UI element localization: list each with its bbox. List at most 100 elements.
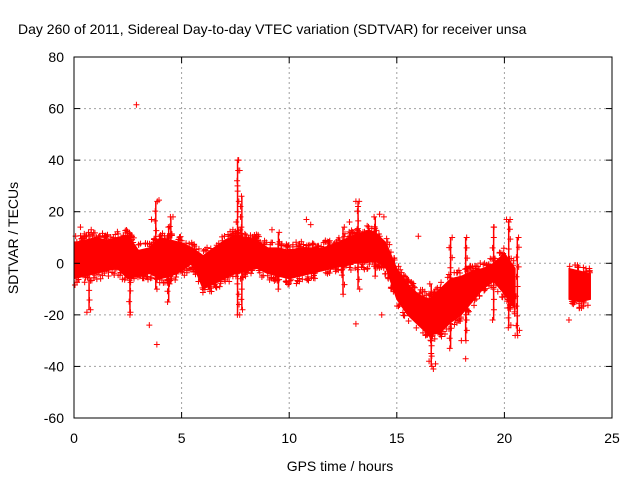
data-point — [386, 241, 393, 248]
data-point — [505, 324, 512, 331]
data-point — [311, 270, 318, 277]
data-point — [126, 277, 133, 284]
data-point — [87, 306, 94, 313]
data-point — [287, 277, 294, 284]
data-point — [212, 283, 219, 290]
data-point — [137, 240, 144, 247]
data-point — [237, 265, 244, 272]
data-point — [195, 245, 202, 252]
data-point — [195, 278, 202, 285]
data-point — [276, 229, 283, 236]
data-point — [105, 268, 112, 275]
data-point — [338, 252, 345, 259]
y-tick-label: 60 — [48, 101, 64, 117]
data-point — [515, 234, 522, 241]
outlier-point — [235, 157, 242, 164]
data-point — [413, 324, 420, 331]
outlier-point — [415, 233, 422, 240]
data-point — [172, 273, 179, 280]
data-point — [350, 229, 357, 236]
data-point — [190, 266, 197, 273]
data-point — [126, 298, 133, 305]
data-band-segment — [202, 246, 215, 290]
data-point — [428, 353, 435, 360]
outlier-point — [236, 311, 243, 318]
data-point — [293, 239, 300, 246]
data-point — [96, 232, 103, 239]
data-point — [354, 266, 361, 273]
data-point — [99, 272, 106, 279]
data-point — [237, 244, 244, 251]
data-point — [431, 335, 438, 342]
data-point — [427, 291, 434, 298]
data-point — [117, 269, 124, 276]
data-point — [338, 272, 345, 279]
data-point — [334, 236, 341, 243]
outlier-point — [169, 213, 176, 220]
data-point — [505, 245, 512, 252]
data-point — [126, 255, 133, 262]
data-point — [401, 312, 408, 319]
data-point — [91, 272, 98, 279]
data-point — [510, 262, 517, 269]
data-point — [505, 265, 512, 272]
data-point — [463, 296, 470, 303]
data-point — [156, 233, 163, 240]
data-point — [95, 271, 102, 278]
data-point — [309, 240, 316, 247]
data-point — [453, 319, 460, 326]
data-point — [257, 239, 264, 246]
data-point — [192, 271, 199, 278]
data-point — [438, 279, 445, 286]
outlier-point — [378, 311, 385, 318]
data-point — [234, 177, 241, 184]
data-point — [123, 226, 130, 233]
data-point — [172, 276, 179, 283]
data-point — [225, 231, 232, 238]
data-point — [447, 264, 454, 271]
data-point — [378, 263, 385, 270]
data-point — [297, 243, 304, 250]
data-point — [89, 233, 96, 240]
data-point — [237, 255, 244, 262]
data-point — [471, 302, 478, 309]
data-point — [346, 264, 353, 271]
data-point — [448, 325, 455, 332]
data-point — [87, 277, 94, 284]
data-point — [500, 245, 507, 252]
data-point — [213, 284, 220, 291]
outlier-point — [428, 350, 435, 357]
data-point — [164, 298, 171, 305]
data-point — [234, 208, 241, 215]
data-point — [428, 301, 435, 308]
data-point — [112, 266, 119, 273]
outlier-point — [303, 216, 310, 223]
data-point — [490, 286, 497, 293]
data-point — [234, 229, 241, 236]
data-point — [514, 283, 521, 290]
outlier-point — [507, 322, 514, 329]
data-point — [86, 239, 93, 246]
data-point — [354, 208, 361, 215]
data-point — [426, 311, 433, 318]
data-point — [449, 254, 456, 261]
data-point — [126, 229, 133, 236]
outlier-point — [236, 167, 243, 174]
data-point — [584, 302, 591, 309]
outlier-point — [516, 327, 523, 334]
data-point — [165, 266, 172, 273]
data-point — [383, 235, 390, 242]
data-point — [144, 273, 151, 280]
data-point — [391, 256, 398, 263]
data-point — [490, 306, 497, 313]
data-point — [489, 265, 496, 272]
data-point — [448, 294, 455, 301]
data-point — [569, 300, 576, 307]
data-point — [153, 266, 160, 273]
data-point — [498, 293, 505, 300]
data-point — [275, 267, 282, 274]
data-point — [504, 285, 511, 292]
data-point — [140, 274, 147, 281]
data-point — [513, 322, 520, 329]
data-point — [238, 286, 245, 293]
